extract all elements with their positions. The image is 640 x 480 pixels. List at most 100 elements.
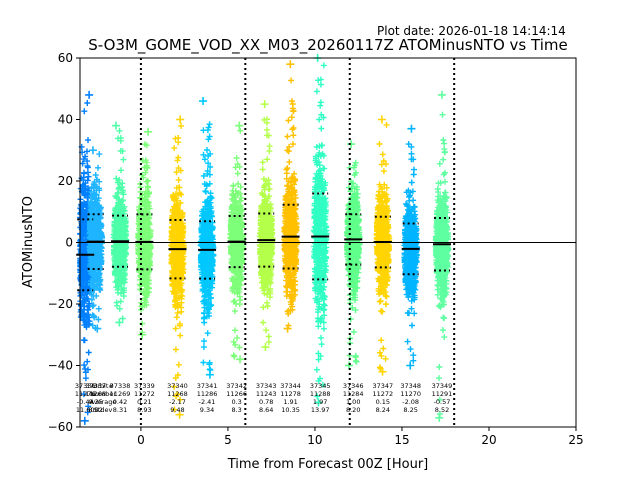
stats-row-label-1: Number — [90, 390, 116, 398]
orbit-37346-stat-2: 1.00 — [346, 398, 360, 406]
orbit-37349-max-point — [437, 90, 446, 99]
orbit-37349-stat-2: -0.57 — [434, 398, 451, 406]
orbit-37341-points — [197, 97, 217, 379]
dotted-vertical-lines — [139, 58, 456, 427]
orbit-37339-stat-1: 11272 — [134, 390, 155, 398]
orbit-37341-stat-1: 11286 — [197, 390, 218, 398]
orbit-37348-stat-2: -2.08 — [402, 398, 419, 406]
orbit-37338-markers — [110, 127, 130, 322]
orbit-37337-max-point — [88, 146, 97, 155]
orbit-37343-min-point — [261, 343, 270, 352]
orbit-37348-points — [401, 124, 421, 370]
orbit-37339-markers — [135, 141, 154, 336]
orbit-37339-max-point — [144, 127, 153, 136]
orbit-37342-stat-0: 37342 — [226, 382, 247, 390]
y-tick-label-0: 0 — [65, 236, 73, 250]
orbit-37345-stat-2: 1.97 — [313, 398, 327, 406]
y-tick-label-20: 20 — [58, 174, 73, 188]
orbit-37337-stat-0: 37337 — [85, 382, 106, 390]
x-tick-label-5: 5 — [224, 433, 232, 447]
orbit-37345-stat-3: 13.97 — [311, 406, 330, 414]
orbit-37337-stat-3: 8.82 — [88, 406, 102, 414]
orbit-37342-stat-1: 11266 — [226, 390, 247, 398]
orbit-37343-stat-0: 37343 — [256, 382, 277, 390]
orbit-37346-points — [343, 140, 363, 370]
orbit-37342-max-point — [235, 121, 244, 130]
orbit-37340-stat-1: 11268 — [167, 390, 188, 398]
orbit-37341-stat-3: 9.34 — [200, 406, 214, 414]
orbit-37343-stat-2: 0.78 — [259, 398, 273, 406]
orbit-37339-stat-3: 8.93 — [137, 406, 151, 414]
y-tick-label--40: −40 — [48, 359, 73, 373]
orbit-37342-markers — [227, 127, 247, 360]
orbit-37349-stat-3: 8.52 — [435, 406, 449, 414]
y-axis-label: ATOMinusNTO — [21, 196, 36, 288]
orbit-37344-stat-3: 10.35 — [281, 406, 300, 414]
x-tick-label-10: 10 — [307, 433, 322, 447]
orbit-37347-min-point — [378, 367, 387, 376]
orbit-37347-points — [373, 115, 393, 376]
orbit-37349-stat-1: 11291 — [432, 390, 453, 398]
orbit-37349-points — [432, 90, 452, 422]
axis-ticks: 0 5 10 15 20 25 −60 −40 −20 0 20 40 60 — [48, 51, 584, 447]
orbit-37346-max-point — [347, 140, 356, 149]
orbit-37348-max-point — [407, 124, 416, 133]
orbit-37346-stat-3: 8.20 — [346, 406, 360, 414]
x-tick-label-20: 20 — [481, 433, 496, 447]
orbit-37347-max-point — [377, 115, 386, 124]
orbit-37338-points — [110, 121, 130, 327]
stats-row-label-3: Stdev — [94, 406, 113, 414]
orbit-37345-min-point — [314, 398, 323, 407]
y-tick-label--20: −20 — [48, 297, 73, 311]
orbit-37336-max-point — [85, 90, 94, 99]
plot-date: Plot date: 2026-01-18 14:14:14 — [377, 24, 566, 38]
orbit-37339-points — [135, 127, 154, 339]
orbit-37344-stat-2: 1.91 — [283, 398, 297, 406]
orbit-37347-stat-1: 11272 — [372, 390, 393, 398]
orbit-37342-min-point — [236, 355, 245, 364]
orbit-37344-max-point — [286, 60, 295, 69]
orbit-37343-markers — [256, 116, 276, 346]
orbit-37339-stat-2: 0.21 — [137, 398, 151, 406]
orbit-37343-stat-1: 11243 — [256, 390, 277, 398]
orbit-37341-min-point — [205, 370, 214, 379]
orbit-37349-markers — [432, 111, 452, 417]
orbit-37348-stat-0: 37348 — [400, 382, 421, 390]
orbit-37337-stat-1: 11268 — [85, 390, 106, 398]
orbit-37342-stat-2: 0.3 — [231, 398, 241, 406]
orbit-37348-min-point — [406, 361, 415, 370]
orbit-37339-stat-0: 37339 — [134, 382, 155, 390]
orbit-37346-markers — [343, 159, 363, 365]
x-axis-label: Time from Forecast 00Z [Hour] — [227, 457, 429, 472]
orbit-37341-max-point — [199, 97, 208, 106]
orbit-37336-min-point — [80, 416, 89, 425]
orbit-37343-points — [256, 100, 276, 352]
orbit-37337-min-point — [93, 324, 102, 333]
orbit-37343-max-point — [260, 100, 269, 109]
y-tick-label--60: −60 — [48, 420, 73, 434]
x-tick-label-25: 25 — [568, 433, 583, 447]
x-tick-label-15: 15 — [394, 433, 409, 447]
chart-title: S-O3M_GOME_VOD_XX_M03_20260117Z ATOMinus… — [88, 36, 567, 55]
orbit-37338-stat-2: 0.42 — [113, 398, 127, 406]
orbit-37336-stat-0: 37336 — [75, 382, 96, 390]
orbit-37346-stat-0: 37346 — [343, 382, 364, 390]
orbit-37336-stat-3: 11.60 — [76, 406, 95, 414]
orbit-37338-min-point — [115, 318, 124, 327]
orbit-37341-stat-2: -2.41 — [199, 398, 216, 406]
orbit-37349-min-point — [435, 413, 444, 422]
orbit-37340-stat-0: 37340 — [167, 382, 188, 390]
orbit-37344-min-point — [283, 324, 292, 333]
orbit-37336-stat-1: 11276 — [75, 390, 96, 398]
stats-row-label-0: Orbit# — [92, 382, 114, 390]
orbit-37337-stat-2: 0.35 — [88, 398, 102, 406]
orbit-37347-stat-2: 0.15 — [376, 398, 390, 406]
orbit-37348-markers — [401, 141, 421, 364]
orbit-37345-stat-0: 37345 — [310, 382, 331, 390]
y-tick-label-40: 40 — [58, 113, 73, 127]
orbit-37341-markers — [197, 121, 217, 373]
orbit-37340-max-point — [176, 115, 185, 124]
orbit-stats: 3733611276-0.4411.6037337112680.358.8237… — [75, 192, 453, 414]
orbit-37338-stat-0: 37338 — [110, 382, 131, 390]
